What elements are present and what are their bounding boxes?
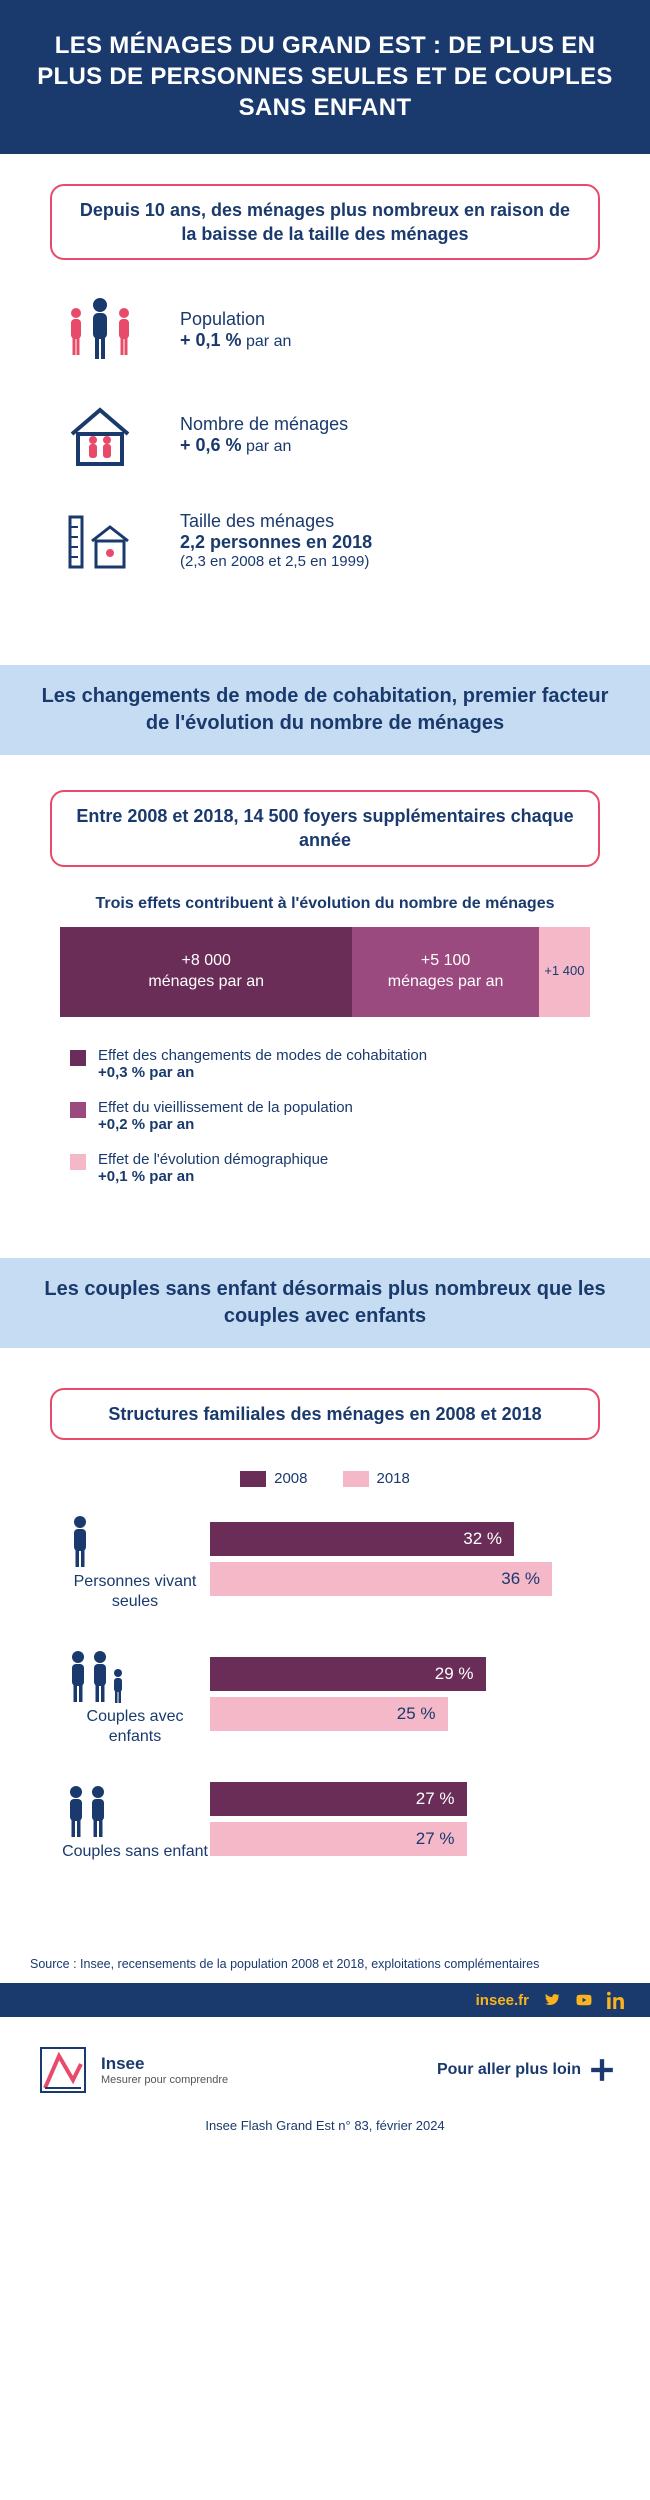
hbar-bars: 29 % 25 % <box>210 1657 590 1737</box>
stack-segment: +8 000ménages par an <box>60 927 352 1017</box>
section2-caption: Trois effets contribuent à l'évolution d… <box>60 895 590 913</box>
section2-callout: Entre 2008 et 2018, 14 500 foyers supplé… <box>50 790 600 867</box>
bottom-row: Insee Mesurer pour comprendre Pour aller… <box>0 2017 650 2108</box>
stacked-bar-chart: +8 000ménages par an+5 100ménages par an… <box>60 927 590 1017</box>
hbar-group: Personnes vivant seules 32 % 36 % <box>60 1512 590 1612</box>
more-link[interactable]: Pour aller plus loin <box>437 2057 615 2083</box>
legend-text: Effet du vieillissement de la population… <box>98 1099 353 1133</box>
legend-item: Effet de l'évolution démographique+0,1 %… <box>70 1151 580 1185</box>
legend-item: Effet des changements de modes de cohabi… <box>70 1047 580 1081</box>
hbar-label: Couples sans enfant <box>60 1782 210 1862</box>
hbar-bars: 27 % 27 % <box>210 1782 590 1862</box>
stat-value-line: 2,2 personnes en 2018 <box>180 532 590 553</box>
insee-logo-icon <box>35 2042 91 2098</box>
logo-tagline: Mesurer pour comprendre <box>101 2074 228 2086</box>
page-title-banner: LES MÉNAGES DU GRAND EST : DE PLUS EN PL… <box>0 0 650 154</box>
legend-swatch <box>70 1050 86 1066</box>
stat-value-line: + 0,1 % par an <box>180 330 590 351</box>
plus-icon <box>589 2057 615 2083</box>
legend-swatch <box>70 1102 86 1118</box>
publication-reference: Insee Flash Grand Est n° 83, février 202… <box>0 2108 650 2158</box>
stat-text: Nombre de ménages + 0,6 % par an <box>180 414 590 456</box>
section-intro: Depuis 10 ans, des ménages plus nombreux… <box>0 154 650 641</box>
stat-row: Population + 0,1 % par an <box>60 295 590 365</box>
stack-segment: +1 400 <box>539 927 590 1017</box>
stat-extra: (2,3 en 2008 et 2,5 en 1999) <box>180 553 590 570</box>
hbar-2018: 25 % <box>210 1697 448 1731</box>
couple-icon <box>60 1782 210 1842</box>
stacked-bar-legend: Effet des changements de modes de cohabi… <box>70 1047 580 1185</box>
legend-swatch-2018 <box>343 1471 369 1487</box>
house-icon <box>60 400 150 470</box>
twitter-icon[interactable] <box>543 1991 561 2009</box>
stat-label: Population <box>180 309 590 330</box>
footer-site-link[interactable]: insee.fr <box>476 1992 529 2009</box>
family-icon <box>60 1647 210 1707</box>
legend-label-2008: 2008 <box>274 1470 307 1487</box>
hbar-2018: 36 % <box>210 1562 552 1596</box>
stat-row: Nombre de ménages + 0,6 % par an <box>60 400 590 470</box>
footer-bar: insee.fr <box>0 1983 650 2017</box>
section3-callout: Structures familiales des ménages en 200… <box>50 1388 600 1440</box>
legend-item: Effet du vieillissement de la population… <box>70 1099 580 1133</box>
stat-label: Nombre de ménages <box>180 414 590 435</box>
hbar-label: Personnes vivant seules <box>60 1512 210 1612</box>
linkedin-icon[interactable] <box>607 1991 625 2009</box>
stack-segment: +5 100ménages par an <box>352 927 538 1017</box>
source-line: Source : Insee, recensements de la popul… <box>30 1957 620 1971</box>
stat-row: Taille des ménages 2,2 personnes en 2018… <box>60 505 590 575</box>
legend-swatch <box>70 1154 86 1170</box>
stat-text: Taille des ménages 2,2 personnes en 2018… <box>180 511 590 570</box>
section3-band: Les couples sans enfant désormais plus n… <box>0 1258 650 1348</box>
intro-callout: Depuis 10 ans, des ménages plus nombreux… <box>50 184 600 261</box>
ruler-icon <box>60 505 150 575</box>
hbar-group: Couples avec enfants 29 % 25 % <box>60 1647 590 1747</box>
stat-text: Population + 0,1 % par an <box>180 309 590 351</box>
stat-value-line: + 0,6 % par an <box>180 435 590 456</box>
section2-body: Entre 2008 et 2018, 14 500 foyers supplé… <box>0 780 650 1233</box>
legend-swatch-2008 <box>240 1471 266 1487</box>
hbar-label: Couples avec enfants <box>60 1647 210 1747</box>
hbar-group: Couples sans enfant 27 % 27 % <box>60 1782 590 1862</box>
section3-body: Structures familiales des ménages en 200… <box>0 1373 650 1927</box>
hbar-2008: 29 % <box>210 1657 486 1691</box>
hbar-2008: 27 % <box>210 1782 467 1816</box>
insee-logo: Insee Mesurer pour comprendre <box>35 2042 228 2098</box>
legend-text: Effet de l'évolution démographique+0,1 %… <box>98 1151 328 1185</box>
hbar-2018: 27 % <box>210 1822 467 1856</box>
page-title: LES MÉNAGES DU GRAND EST : DE PLUS EN PL… <box>20 30 630 124</box>
hbar-bars: 32 % 36 % <box>210 1522 590 1602</box>
people-icon <box>60 295 150 365</box>
single-icon <box>60 1512 210 1572</box>
section2-band: Les changements de mode de cohabitation,… <box>0 665 650 755</box>
logo-name: Insee <box>101 2054 228 2074</box>
hbar-2008: 32 % <box>210 1522 514 1556</box>
more-link-label: Pour aller plus loin <box>437 2061 581 2079</box>
stat-label: Taille des ménages <box>180 511 590 532</box>
legend-label-2018: 2018 <box>377 1470 410 1487</box>
legend-text: Effet des changements de modes de cohabi… <box>98 1047 427 1081</box>
hbar-legend: 2008 2018 <box>40 1470 610 1487</box>
youtube-icon[interactable] <box>575 1991 593 2009</box>
